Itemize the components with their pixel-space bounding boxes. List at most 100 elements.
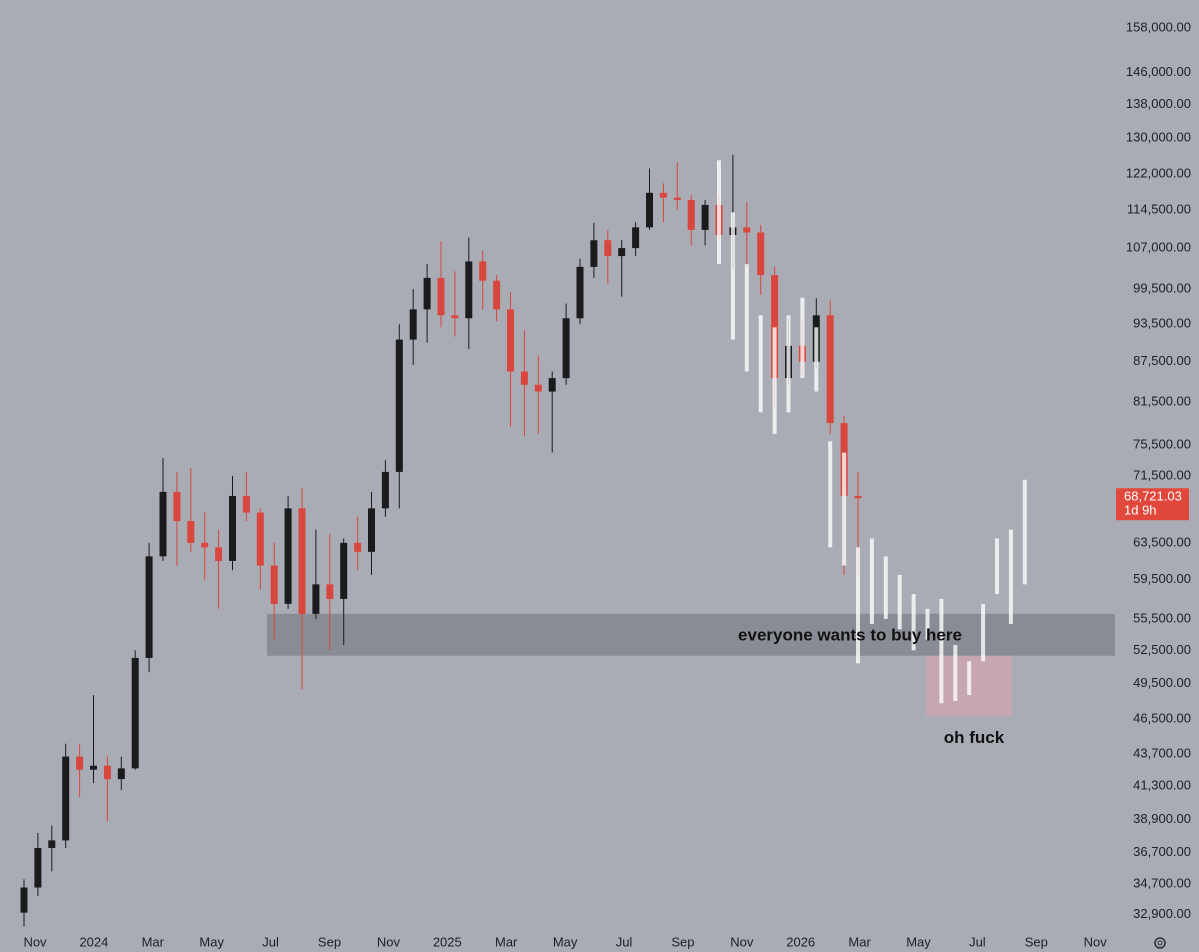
candle-body — [437, 277, 445, 316]
x-tick-label: Mar — [848, 934, 871, 949]
candle-body — [493, 280, 501, 310]
y-tick-label: 81,500.00 — [1133, 393, 1191, 408]
y-tick-label: 87,500.00 — [1133, 353, 1191, 368]
candle-body — [757, 232, 765, 276]
x-tick-label: May — [906, 934, 931, 949]
x-tick-label: Jul — [969, 934, 986, 949]
candle-body — [465, 261, 473, 319]
y-tick-label: 99,500.00 — [1133, 281, 1191, 296]
candle-body — [479, 261, 487, 281]
candle-body — [771, 275, 779, 379]
candle-body — [131, 657, 139, 769]
candle-body — [48, 840, 56, 848]
candle-body — [173, 491, 181, 522]
y-tick-label: 75,500.00 — [1133, 437, 1191, 452]
x-tick-label: Mar — [142, 934, 165, 949]
y-tick-label: 41,300.00 — [1133, 777, 1191, 792]
candle-body — [618, 248, 626, 257]
candle-body — [562, 318, 570, 379]
y-tick-label: 34,700.00 — [1133, 876, 1191, 891]
y-tick-label: 52,500.00 — [1133, 642, 1191, 657]
candle-body — [409, 309, 417, 340]
candle-body — [520, 371, 528, 385]
countdown: 1d 9h — [1124, 503, 1157, 518]
candle-body — [298, 508, 306, 614]
candle-body — [312, 584, 320, 614]
candle-body — [381, 471, 389, 509]
ghost-bar — [842, 452, 847, 566]
candle-body — [659, 192, 667, 198]
candle-body — [451, 315, 459, 319]
ghost-bar — [869, 538, 874, 625]
x-tick-label: Sep — [1025, 934, 1048, 949]
candle-body — [423, 277, 431, 310]
y-tick-label: 158,000.00 — [1126, 19, 1191, 34]
candle-body — [826, 315, 834, 424]
y-tick-label: 71,500.00 — [1133, 467, 1191, 482]
candle-body — [201, 542, 209, 548]
x-tick-label: May — [553, 934, 578, 949]
candle-body — [854, 495, 862, 499]
ghost-bar — [925, 608, 930, 640]
y-tick-label: 36,700.00 — [1133, 844, 1191, 859]
x-tick-label: Jul — [616, 934, 633, 949]
ghost-bar — [758, 315, 763, 413]
x-tick-label: 2026 — [786, 934, 815, 949]
candle-body — [548, 378, 556, 392]
candle-body — [159, 491, 167, 557]
candle-body — [340, 542, 348, 599]
candle-body — [576, 266, 584, 319]
ghost-bar — [995, 538, 999, 595]
zone-label: everyone wants to buy here — [738, 625, 962, 644]
last-price-tag — [1116, 488, 1189, 521]
candle-body — [103, 765, 111, 780]
x-tick-label: Nov — [23, 934, 47, 949]
ghost-bar — [856, 547, 860, 664]
ghost-bar — [772, 327, 777, 434]
x-tick-label: 2025 — [433, 934, 462, 949]
ghost-bar — [981, 603, 986, 662]
candle-body — [20, 887, 28, 913]
settings-icon[interactable] — [1154, 937, 1166, 949]
x-tick-label: Sep — [318, 934, 341, 949]
ghost-bar — [911, 594, 916, 651]
candle-body — [284, 508, 292, 604]
zone — [267, 613, 1115, 656]
ghost-bar — [953, 644, 958, 701]
y-tick-label: 46,500.00 — [1133, 710, 1191, 725]
candle-body — [604, 240, 612, 257]
candle-body — [743, 227, 751, 233]
y-tick-label: 49,500.00 — [1133, 675, 1191, 690]
candle-body — [117, 768, 125, 780]
ghost-bar — [883, 556, 888, 619]
y-tick-label: 138,000.00 — [1126, 96, 1191, 111]
candle-body — [229, 495, 236, 561]
ghost-bar — [967, 661, 972, 696]
candle-body — [270, 565, 278, 604]
x-tick-label: Nov — [1084, 934, 1108, 949]
ghost-bar — [939, 598, 944, 704]
ghost-bar — [1008, 529, 1013, 625]
candle-body — [242, 495, 250, 513]
ghost-bar — [828, 441, 833, 548]
x-tick-label: Nov — [377, 934, 401, 949]
ghost-bar — [786, 315, 791, 413]
y-tick-label: 59,500.00 — [1133, 571, 1191, 586]
ghost-bar — [744, 264, 749, 372]
y-tick-label: 32,900.00 — [1133, 906, 1191, 921]
y-tick-label: 38,900.00 — [1133, 811, 1191, 826]
candle-body — [701, 204, 709, 230]
x-tick-label: Sep — [671, 934, 694, 949]
candle-body — [34, 847, 42, 888]
candle-body — [256, 512, 264, 566]
ghost-bar — [730, 212, 735, 340]
candle-body — [534, 384, 542, 392]
x-tick-label: Jul — [262, 934, 279, 949]
y-tick-label: 122,000.00 — [1126, 165, 1191, 180]
last-price-label: 68,721.03 — [1124, 489, 1182, 504]
y-tick-label: 55,500.00 — [1133, 610, 1191, 625]
x-tick-label: 2024 — [79, 934, 108, 949]
candle-body — [326, 584, 334, 599]
candle-body — [215, 547, 223, 561]
ghost-bar — [1022, 479, 1027, 585]
